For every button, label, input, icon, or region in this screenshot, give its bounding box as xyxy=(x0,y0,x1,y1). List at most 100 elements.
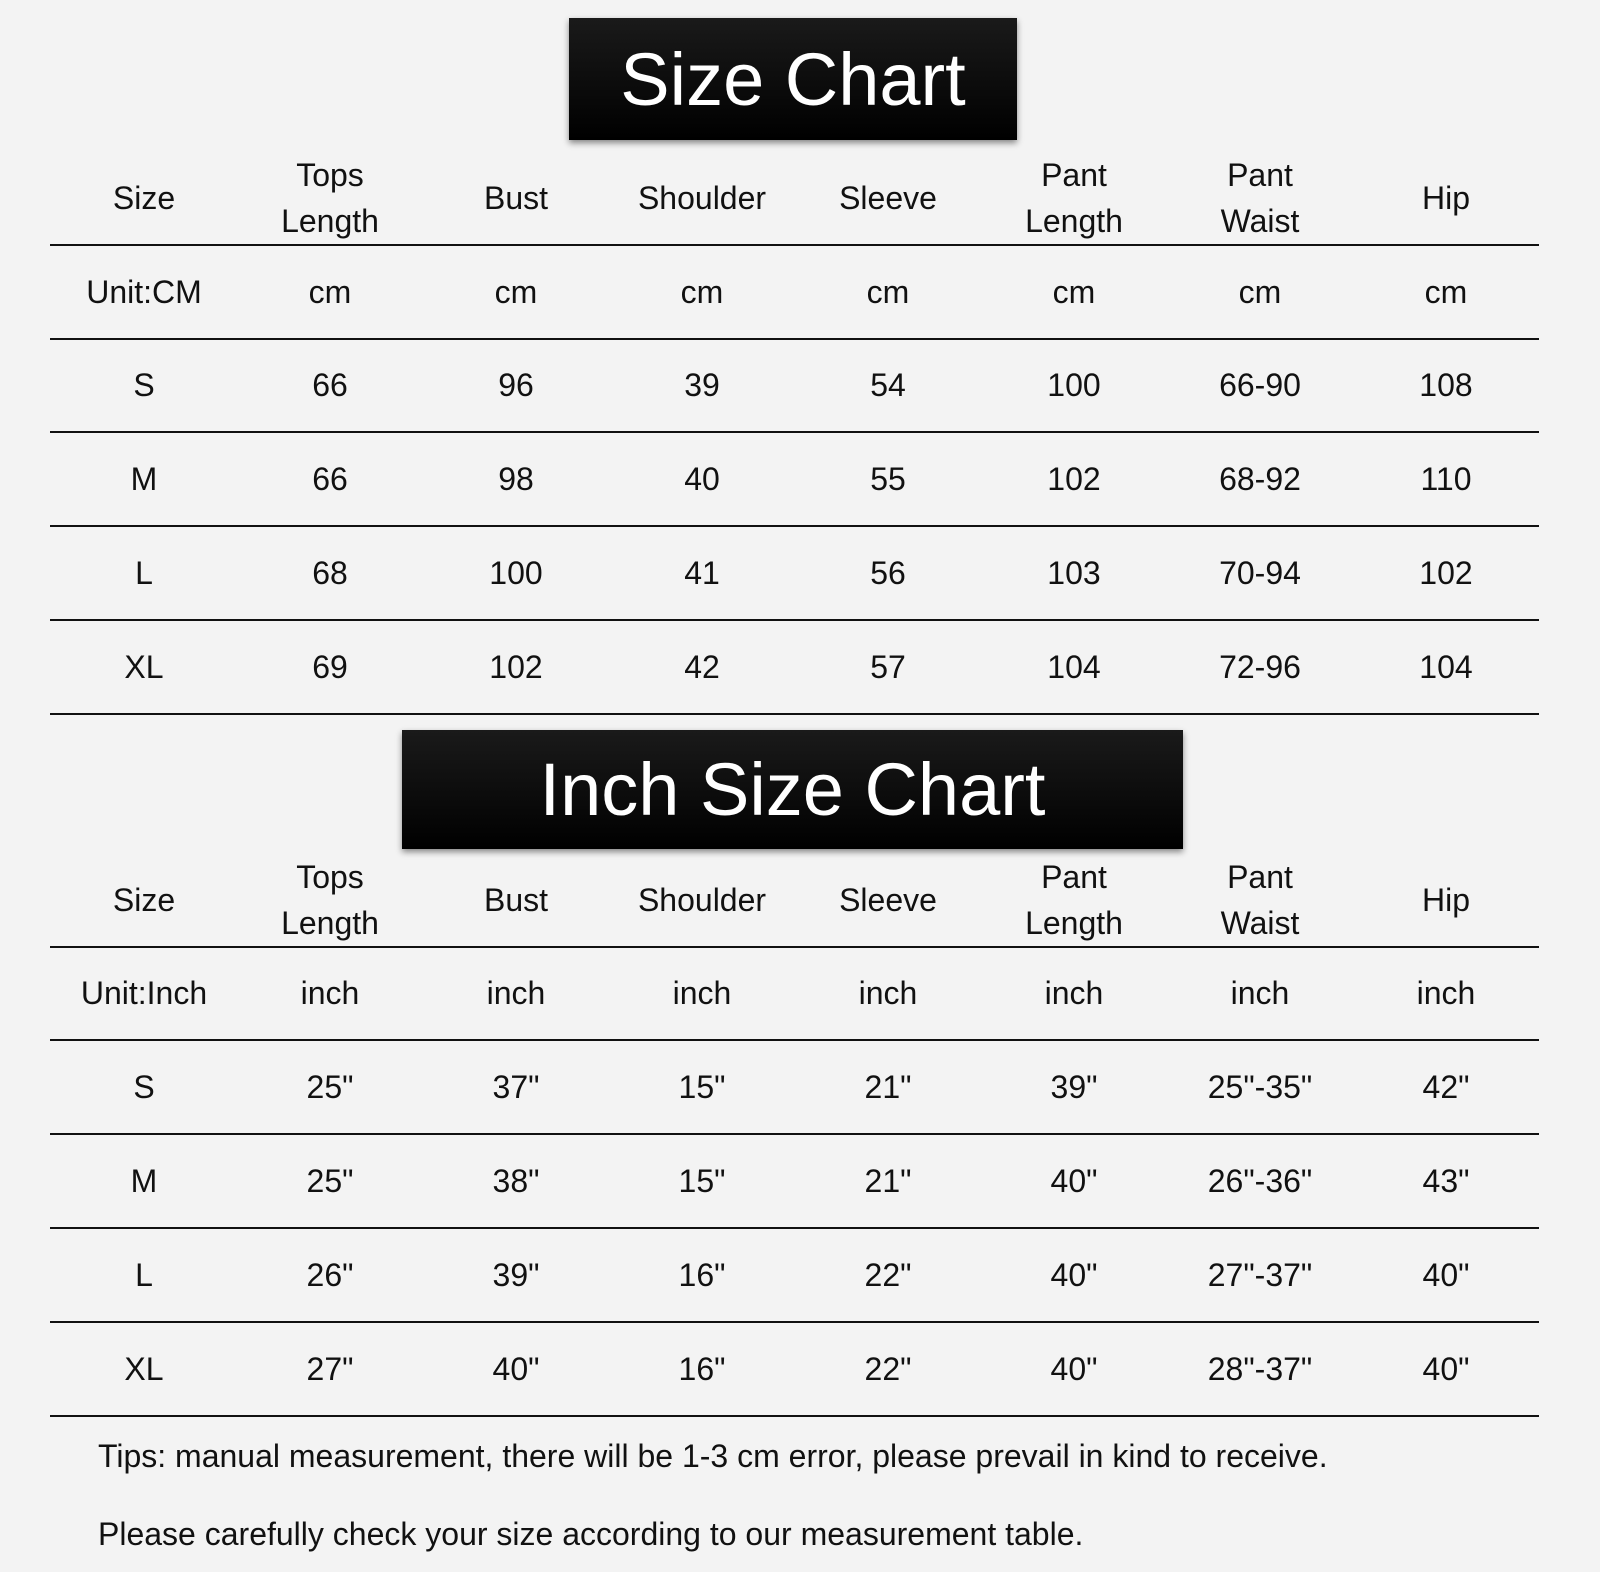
table-cell: 102 xyxy=(489,648,543,685)
column-header: Sleeve xyxy=(795,175,981,221)
table-cell: 40" xyxy=(1050,1350,1098,1387)
column-header: Tops Length xyxy=(237,854,423,946)
table-cell: 40" xyxy=(1422,1256,1470,1293)
table-cell: 21" xyxy=(864,1068,912,1105)
table-cell: 16" xyxy=(678,1256,726,1293)
size-row: L 26" 39" 16" 22" 40" 27"-37" 40" xyxy=(51,1228,1539,1322)
column-header-line: Shoulder xyxy=(637,882,767,918)
table-cell: 42" xyxy=(1422,1068,1470,1105)
row-divider xyxy=(50,1227,1539,1229)
row-divider xyxy=(50,713,1539,715)
table-cell: cm xyxy=(680,273,724,310)
table-cell: 37" xyxy=(492,1068,540,1105)
table-cell: 68-92 xyxy=(1219,460,1301,497)
table-cell: 43" xyxy=(1422,1162,1470,1199)
table-cell: inch xyxy=(672,975,732,1011)
column-header-line: Bust xyxy=(483,882,549,918)
column-header: Hip xyxy=(1353,877,1539,923)
table-cell: 102 xyxy=(1047,460,1101,497)
table-cell: 22" xyxy=(864,1350,912,1387)
table-cell: 42 xyxy=(684,648,720,685)
table-cell: 16" xyxy=(678,1350,726,1387)
table-cell: 26"-36" xyxy=(1207,1162,1313,1199)
table-cell: Unit:CM xyxy=(86,273,202,310)
column-header: Pant Waist xyxy=(1167,152,1353,244)
column-header-line: Hip xyxy=(1421,882,1470,918)
table-cell: 104 xyxy=(1047,648,1101,685)
table-cell: L xyxy=(135,1256,153,1293)
column-header-line: Pant xyxy=(1041,156,1107,193)
table-cell: S xyxy=(133,367,155,403)
table-cell: 108 xyxy=(1419,367,1473,403)
column-header: Pant Length xyxy=(981,152,1167,244)
table-cell: inch xyxy=(1044,975,1104,1011)
inch-chart-title: Inch Size Chart xyxy=(402,730,1183,849)
table-cell: 27"-37" xyxy=(1207,1256,1313,1293)
table-cell: 96 xyxy=(498,367,534,403)
column-header: Size xyxy=(51,175,237,221)
table-cell: 70-94 xyxy=(1219,554,1301,591)
size-row: M 25" 38" 15" 21" 40" 26"-36" 43" xyxy=(51,1134,1539,1228)
table-cell: 66 xyxy=(312,460,348,497)
table-cell: 25" xyxy=(306,1068,354,1105)
tip-measurement-error: Tips: manual measurement, there will be … xyxy=(98,1438,1328,1474)
table-cell: 66 xyxy=(312,367,348,403)
table-cell: 39" xyxy=(1050,1068,1098,1105)
column-header: Pant Length xyxy=(981,854,1167,946)
table-cell: 25"-35" xyxy=(1207,1068,1313,1105)
column-header: Pant Waist xyxy=(1167,854,1353,946)
column-header: Bust xyxy=(423,877,609,923)
column-header-line: Shoulder xyxy=(637,179,767,216)
table-cell: inch xyxy=(1230,975,1290,1011)
table-cell: 68 xyxy=(312,554,348,591)
table-cell: M xyxy=(130,1162,158,1199)
column-header-line: Length xyxy=(281,202,379,239)
table-cell: 54 xyxy=(870,367,906,403)
size-row: L 68 100 41 56 103 70-94 102 xyxy=(51,526,1539,620)
size-row: XL 27" 40" 16" 22" 40" 28"-37" 40" xyxy=(51,1322,1539,1416)
size-row: XL 69 102 42 57 104 72-96 104 xyxy=(51,620,1539,714)
column-header-line: Pant xyxy=(1227,156,1293,193)
table-cell: 55 xyxy=(870,460,906,497)
unit-row: Unit:Inch inch inch inch inch inch inch inch xyxy=(51,947,1539,1040)
column-header: Tops Length xyxy=(237,152,423,244)
column-header-line: Length xyxy=(281,905,379,941)
table-cell: 38" xyxy=(492,1162,540,1199)
size-row: S 66 96 39 54 100 66-90 108 xyxy=(51,339,1539,432)
table-cell: 110 xyxy=(1420,460,1472,497)
table-cell: 21" xyxy=(864,1162,912,1199)
column-header-line: Size xyxy=(112,179,176,216)
table-cell: cm xyxy=(308,273,352,310)
table-cell: Unit:Inch xyxy=(80,975,208,1011)
table-cell: XL xyxy=(124,648,164,685)
table-cell: XL xyxy=(124,1350,164,1387)
table-cell: inch xyxy=(486,975,546,1011)
table-cell: 40 xyxy=(684,460,720,497)
table-cell: inch xyxy=(1416,975,1476,1011)
table-cell: 40" xyxy=(492,1350,540,1387)
table-cell: M xyxy=(130,460,158,497)
table-cell: S xyxy=(133,1068,155,1105)
header-row: Size Tops Length Bust Shoulder Sleeve Pant Leng… xyxy=(51,853,1539,947)
row-divider xyxy=(50,1321,1539,1323)
row-divider xyxy=(50,1133,1539,1135)
table-cell: cm xyxy=(866,273,910,310)
header-row: Size Tops Length Bust Shoulder Sleeve Pant Leng… xyxy=(51,150,1539,245)
table-cell: 25" xyxy=(306,1162,354,1199)
table-cell: 22" xyxy=(864,1256,912,1293)
column-header-line: Tops xyxy=(296,156,364,193)
column-header-line: Sleeve xyxy=(839,882,937,918)
table-cell: 40" xyxy=(1050,1256,1098,1293)
size-row: S 25" 37" 15" 21" 39" 25"-35" 42" xyxy=(51,1040,1539,1134)
column-header: Shoulder xyxy=(609,175,795,221)
table-cell: inch xyxy=(858,975,918,1011)
table-cell: 66-90 xyxy=(1219,367,1301,403)
column-header: Bust xyxy=(423,175,609,221)
column-header-line: Sleeve xyxy=(839,179,937,216)
column-header-line: Pant xyxy=(1227,859,1293,895)
table-cell: 72-96 xyxy=(1219,648,1301,685)
table-cell: 69 xyxy=(312,648,348,685)
column-header: Shoulder xyxy=(609,877,795,923)
table-cell: 56 xyxy=(870,554,906,591)
